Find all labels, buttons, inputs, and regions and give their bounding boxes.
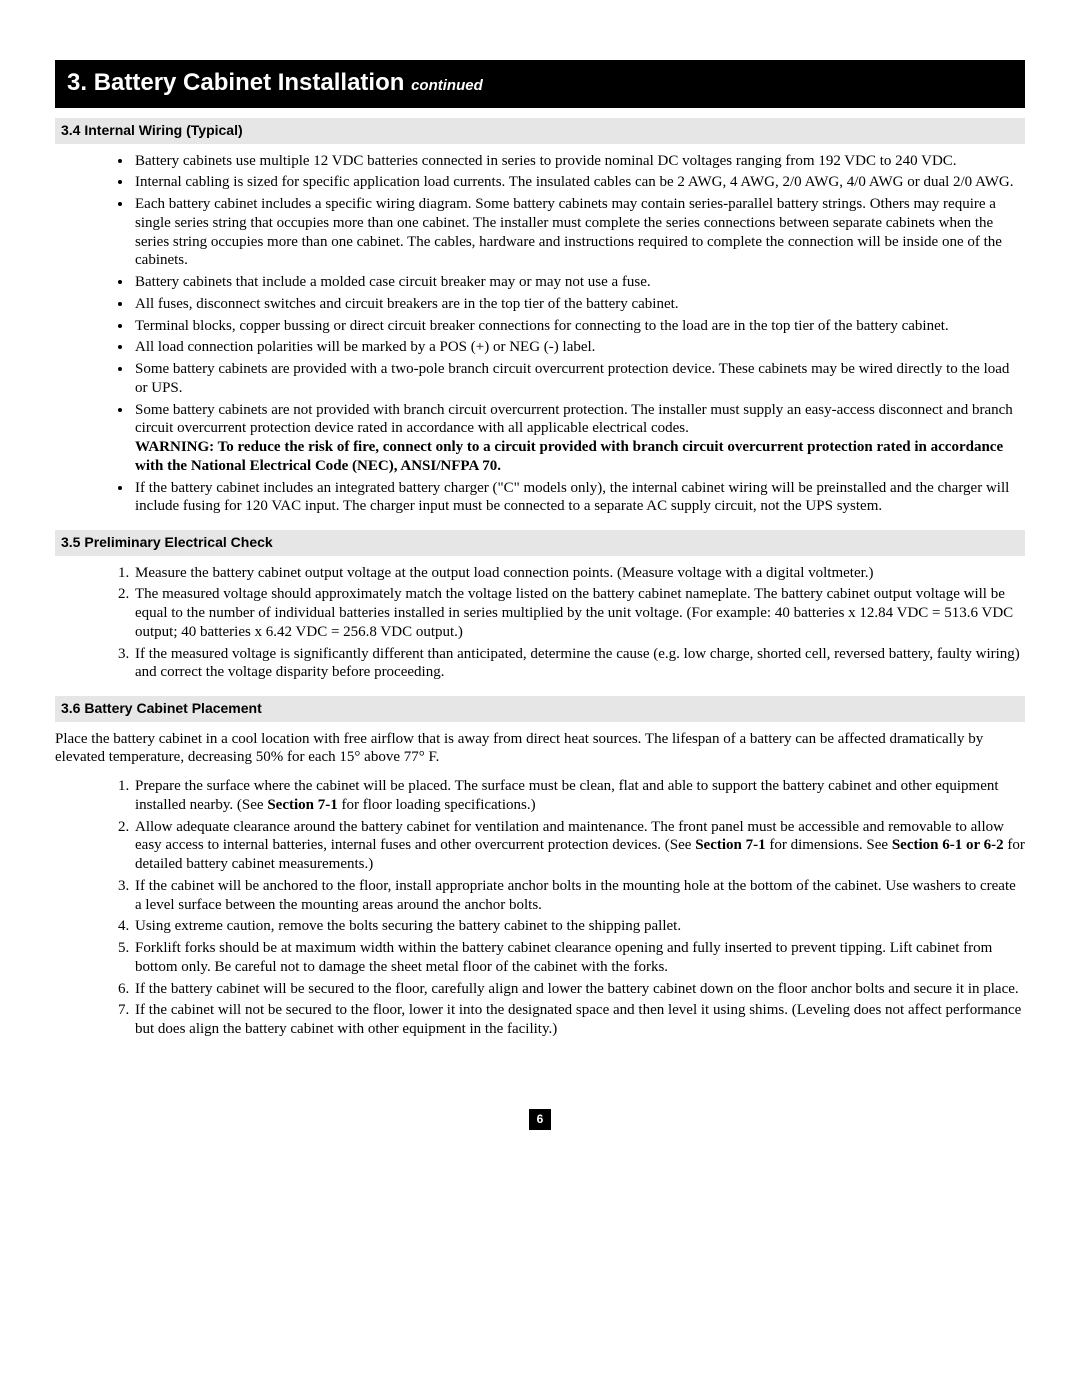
list-item: Terminal blocks, copper bussing or direc… <box>133 317 1025 336</box>
list-item-text: Some battery cabinets are not provided w… <box>135 402 1013 437</box>
list-item: Some battery cabinets are provided with … <box>133 360 1025 398</box>
list-item: Measure the battery cabinet output volta… <box>133 564 1025 583</box>
list-item: If the battery cabinet will be secured t… <box>133 980 1025 999</box>
list-item: The measured voltage should approximatel… <box>133 585 1025 641</box>
warning-text: WARNING: To reduce the risk of fire, con… <box>135 439 1003 474</box>
list-item: Using extreme caution, remove the bolts … <box>133 917 1025 936</box>
section-heading-3-6: 3.6 Battery Cabinet Placement <box>55 696 1025 722</box>
chapter-header: 3. Battery Cabinet Installation continue… <box>55 60 1025 108</box>
section-ref: Section 6-1 or 6-2 <box>892 837 1004 853</box>
list-item-text: for floor loading specifications.) <box>338 797 536 813</box>
list-item: Prepare the surface where the cabinet wi… <box>133 777 1025 815</box>
internal-wiring-list: Battery cabinets use multiple 12 VDC bat… <box>55 152 1025 517</box>
section-heading-3-4: 3.4 Internal Wiring (Typical) <box>55 118 1025 144</box>
section-ref: Section 7-1 <box>267 797 337 813</box>
placement-intro: Place the battery cabinet in a cool loca… <box>55 730 1025 768</box>
list-item-text: Prepare the surface where the cabinet wi… <box>135 778 999 813</box>
list-item: If the cabinet will not be secured to th… <box>133 1001 1025 1039</box>
list-item: If the cabinet will be anchored to the f… <box>133 877 1025 915</box>
list-item: If the battery cabinet includes an integ… <box>133 479 1025 517</box>
list-item: Some battery cabinets are not provided w… <box>133 401 1025 476</box>
list-item: All fuses, disconnect switches and circu… <box>133 295 1025 314</box>
document-page: 3. Battery Cabinet Installation continue… <box>0 0 1080 1170</box>
list-item: Each battery cabinet includes a specific… <box>133 195 1025 270</box>
list-item: Allow adequate clearance around the batt… <box>133 818 1025 874</box>
chapter-number: 3. <box>67 69 87 96</box>
list-item: Internal cabling is sized for specific a… <box>133 173 1025 192</box>
page-number: 6 <box>529 1109 551 1130</box>
list-item: All load connection polarities will be m… <box>133 338 1025 357</box>
section-heading-3-5: 3.5 Preliminary Electrical Check <box>55 530 1025 556</box>
section-ref: Section 7-1 <box>695 837 765 853</box>
electrical-check-list: Measure the battery cabinet output volta… <box>55 564 1025 683</box>
placement-list: Prepare the surface where the cabinet wi… <box>55 777 1025 1039</box>
list-item-text: for dimensions. See <box>766 837 892 853</box>
list-item: Battery cabinets that include a molded c… <box>133 273 1025 292</box>
list-item: Forklift forks should be at maximum widt… <box>133 939 1025 977</box>
chapter-title: Battery Cabinet Installation <box>94 69 405 96</box>
continued-label: continued <box>411 77 483 94</box>
list-item: If the measured voltage is significantly… <box>133 645 1025 683</box>
list-item: Battery cabinets use multiple 12 VDC bat… <box>133 152 1025 171</box>
